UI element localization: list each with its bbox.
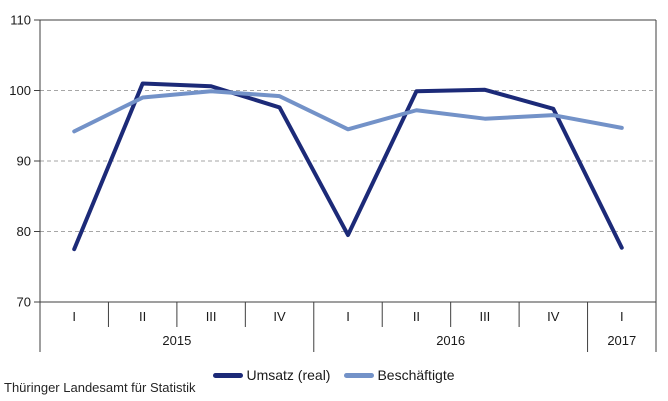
chart-legend: Umsatz (real) Beschäftigte — [0, 368, 668, 382]
y-tick-label: 70 — [17, 295, 31, 310]
y-tick-label: 110 — [10, 13, 31, 28]
year-label: 2016 — [436, 333, 465, 348]
year-label: 2017 — [607, 333, 636, 348]
source-attribution: Thüringer Landesamt für Statistik — [4, 380, 196, 395]
x-tick-label: I — [72, 309, 76, 324]
x-tick-label: IV — [273, 309, 286, 324]
x-tick-label: I — [346, 309, 350, 324]
year-label: 2015 — [162, 333, 191, 348]
x-tick-label: II — [413, 309, 420, 324]
legend-label-umsatz: Umsatz (real) — [246, 367, 331, 383]
legend-label-beschaeftigte: Beschäftigte — [377, 367, 455, 383]
legend-line-swatch-beschaeftigte — [344, 372, 375, 378]
legend-item-umsatz: Umsatz (real) — [213, 368, 330, 382]
x-tick-label: III — [479, 309, 490, 324]
y-tick-label: 90 — [17, 154, 31, 169]
x-tick-label: I — [620, 309, 624, 324]
x-tick-label: III — [206, 309, 217, 324]
legend-line-swatch-umsatz — [213, 372, 244, 378]
y-tick-label: 100 — [9, 83, 31, 98]
x-tick-label: II — [139, 309, 146, 324]
series-line-beschaeftigte — [72, 89, 624, 134]
series-line-umsatz — [72, 81, 624, 252]
y-tick-label: 80 — [17, 224, 31, 239]
x-tick-label: IV — [547, 309, 560, 324]
legend-item-beschaeftigte: Beschäftigte — [344, 367, 455, 383]
